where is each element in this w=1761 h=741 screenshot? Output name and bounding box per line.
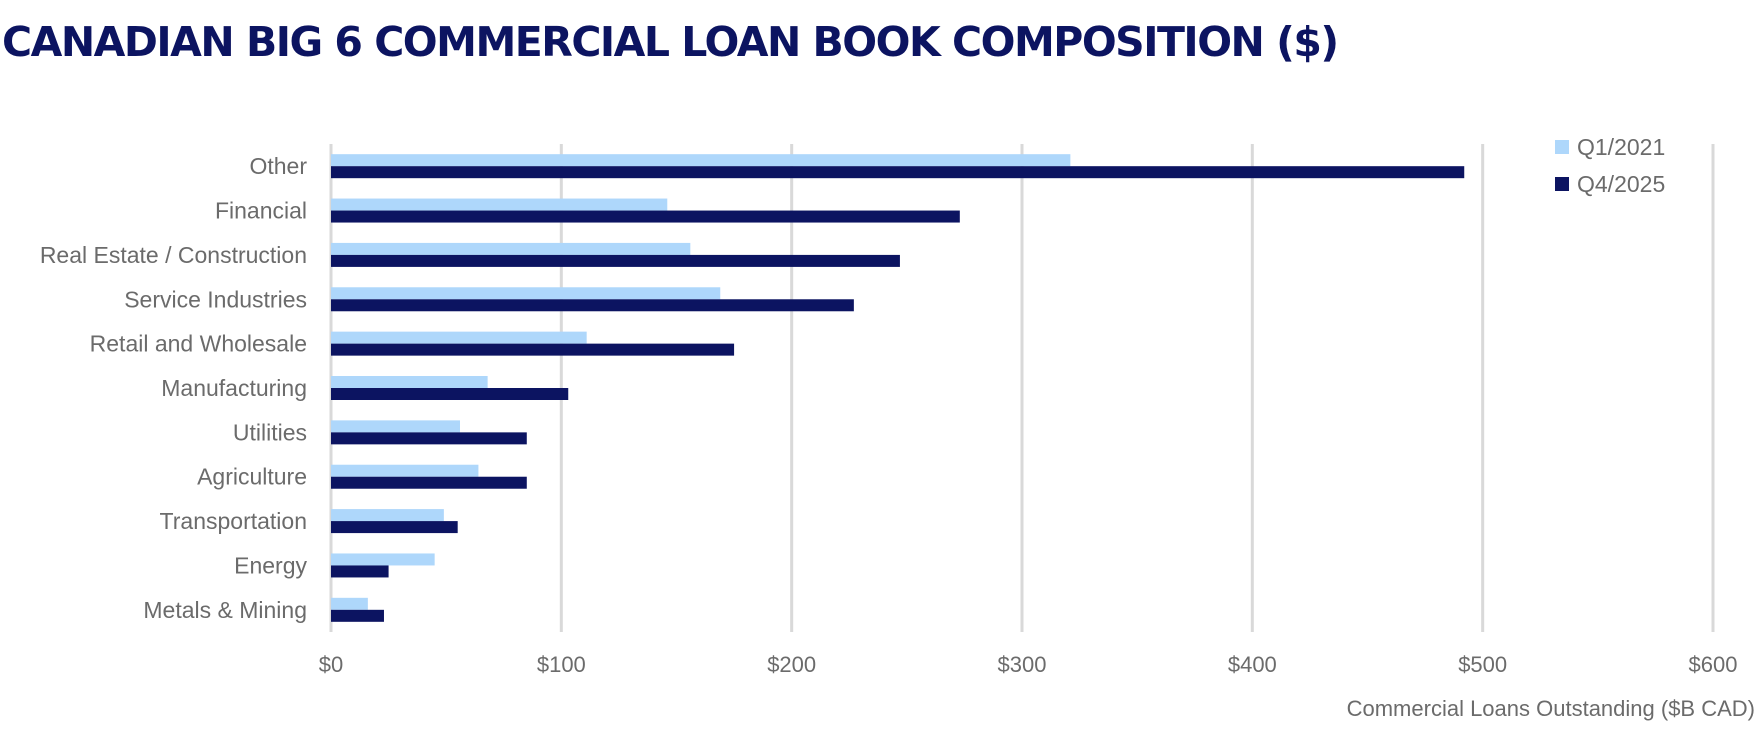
x-tick-label: $600 <box>1689 652 1738 677</box>
bar-q1-2021 <box>331 376 488 388</box>
category-labels: Other Financial Real Estate / Construction… <box>40 153 308 623</box>
bar-q4-2025 <box>331 432 527 445</box>
bar-q1-2021 <box>331 509 444 522</box>
bar-q1-2021 <box>331 287 721 300</box>
bar-q4-2025 <box>331 388 569 400</box>
bar-q1-2021 <box>331 331 587 344</box>
category-label: Utilities <box>233 419 307 445</box>
x-tick-label: $500 <box>1458 652 1507 677</box>
x-tick-labels: $0 $100 $200 $300 $400 $500 $600 <box>319 652 1738 677</box>
category-label: Retail and Wholesale <box>90 331 307 357</box>
category-label: Metals & Mining <box>143 597 307 623</box>
category-label: Energy <box>234 552 307 578</box>
bar-q4-2025 <box>331 609 384 622</box>
category-label: Transportation <box>160 508 307 534</box>
bar-q4-2025 <box>331 254 900 267</box>
bar-q4-2025 <box>331 476 527 489</box>
chart-title: CANADIAN BIG 6 COMMERCIAL LOAN BOOK COMP… <box>2 18 1339 66</box>
bar-q1-2021 <box>331 154 1071 167</box>
legend-label: Q1/2021 <box>1577 134 1665 160</box>
legend: Q1/2021 Q4/2025 <box>1555 134 1665 197</box>
bar-q1-2021 <box>331 464 479 477</box>
category-label: Real Estate / Construction <box>40 242 307 268</box>
category-label: Financial <box>215 198 307 224</box>
category-label: Other <box>249 153 307 179</box>
legend-swatch <box>1555 140 1569 154</box>
bar-q4-2025 <box>331 166 1465 179</box>
x-tick-label: $400 <box>1228 652 1277 677</box>
bar-q1-2021 <box>331 597 368 610</box>
bar-q4-2025 <box>331 343 735 356</box>
legend-swatch <box>1555 177 1569 191</box>
category-label: Agriculture <box>197 464 307 490</box>
legend-label: Q4/2025 <box>1577 171 1665 197</box>
bars <box>331 154 1465 622</box>
bar-q4-2025 <box>331 521 458 534</box>
x-tick-label: $200 <box>767 652 816 677</box>
bar-q1-2021 <box>331 198 668 211</box>
bar-q4-2025 <box>331 299 854 312</box>
x-tick-label: $0 <box>319 652 343 677</box>
x-tick-label: $100 <box>537 652 586 677</box>
bar-q1-2021 <box>331 242 691 255</box>
bar-q1-2021 <box>331 420 460 433</box>
bar-q4-2025 <box>331 210 960 223</box>
category-label: Manufacturing <box>161 375 307 401</box>
x-tick-label: $300 <box>998 652 1047 677</box>
category-label: Service Industries <box>124 286 307 312</box>
bar-q1-2021 <box>331 553 435 566</box>
bar-q4-2025 <box>331 565 389 578</box>
x-axis-title: Commercial Loans Outstanding ($B CAD) <box>1347 696 1755 721</box>
